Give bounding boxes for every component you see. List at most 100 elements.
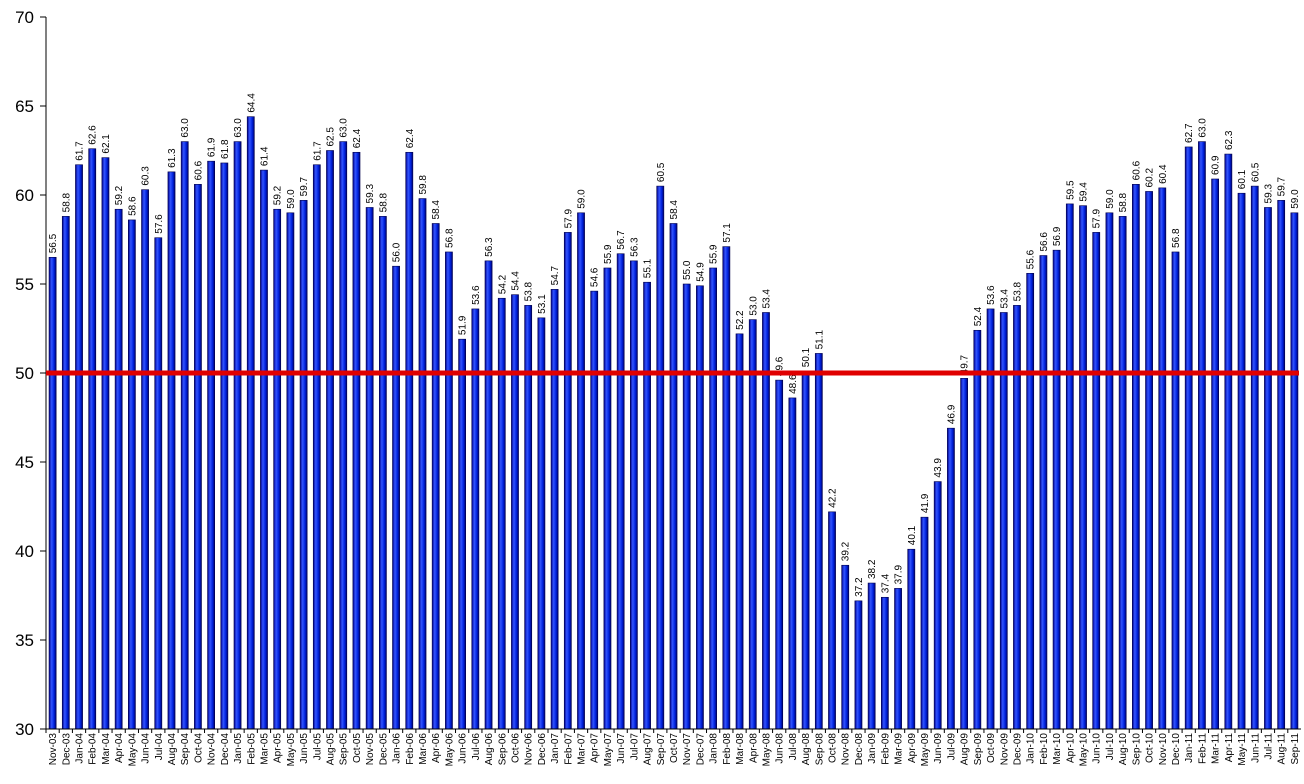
x-tick-label: Apr-04 [114, 733, 125, 763]
value-label: 60.9 [1211, 155, 1222, 175]
value-label: 51.9 [458, 315, 469, 335]
value-label: 59.0 [1290, 189, 1301, 209]
x-tick-label: Jun-11 [1250, 733, 1261, 763]
x-tick-label: Oct-10 [1145, 733, 1156, 763]
value-label: 61.7 [75, 141, 86, 161]
value-label: 56.3 [484, 237, 495, 257]
x-tick-label: Mar-10 [1052, 733, 1063, 765]
bar [801, 370, 810, 730]
y-tick-label: 55 [15, 275, 34, 294]
bar [867, 582, 876, 730]
x-tick-label: Jul-06 [471, 733, 482, 761]
value-label: 56.7 [616, 230, 627, 250]
x-tick-label: Oct-06 [510, 733, 521, 763]
x-tick-label: Oct-09 [986, 733, 997, 763]
value-label: 55.1 [643, 258, 654, 278]
bar [167, 171, 176, 730]
x-tick-label: May-06 [444, 733, 455, 767]
value-label: 58.6 [127, 196, 138, 216]
x-tick-label: Feb-05 [246, 733, 257, 765]
bar [48, 256, 57, 730]
x-tick-label: Aug-11 [1277, 733, 1288, 765]
x-tick-label: Dec-05 [378, 733, 389, 766]
x-tick-label: Jan-11 [1184, 733, 1195, 763]
bar [405, 151, 414, 730]
bar [881, 596, 889, 730]
bar [590, 290, 599, 730]
value-label: 43.9 [933, 458, 944, 478]
value-label: 59.5 [1065, 180, 1076, 200]
bar [1132, 184, 1140, 730]
value-label: 55.6 [1026, 249, 1037, 269]
bar [418, 198, 427, 730]
bar [947, 427, 955, 730]
value-label: 56.8 [1171, 228, 1182, 248]
bar [1264, 207, 1272, 730]
y-tick-label: 65 [15, 97, 34, 116]
bar [577, 212, 585, 730]
value-label: 60.2 [1145, 168, 1156, 188]
bar [207, 160, 215, 730]
value-label: 59.3 [365, 184, 376, 204]
x-tick-label: Aug-08 [801, 733, 812, 766]
value-label: 60.4 [1158, 164, 1169, 184]
value-label: 37.4 [880, 573, 891, 593]
x-tick-label: Nov-09 [999, 733, 1010, 766]
value-label: 61.8 [220, 139, 231, 159]
value-label: 60.6 [1131, 160, 1142, 180]
value-label: 63.0 [1197, 118, 1208, 138]
value-label: 62.7 [1184, 123, 1195, 143]
value-label: 63.0 [339, 118, 350, 138]
value-label: 54.7 [550, 265, 561, 285]
bar [643, 281, 651, 730]
x-tick-label: Jun-06 [458, 733, 469, 764]
value-label: 55.0 [682, 260, 693, 280]
y-tick-label: 50 [15, 364, 34, 383]
value-label: 59.3 [1263, 184, 1274, 204]
bar [563, 232, 572, 730]
bar [616, 253, 625, 730]
bar [1013, 305, 1021, 730]
bar [365, 207, 374, 730]
bar [260, 169, 268, 730]
bar [484, 260, 493, 730]
bar [1198, 141, 1206, 730]
x-tick-label: Apr-06 [431, 733, 442, 763]
bar [933, 481, 942, 730]
value-label: 62.1 [101, 134, 112, 154]
value-label: 53.6 [471, 285, 482, 305]
bar [537, 317, 546, 730]
value-label: 55.9 [709, 244, 720, 264]
bar [88, 148, 97, 730]
bar [524, 305, 533, 730]
x-tick-label: Oct-08 [828, 733, 839, 763]
x-tick-label: Jan-09 [867, 733, 878, 764]
bar [286, 212, 295, 730]
x-tick-label: May-08 [761, 733, 772, 767]
bar [431, 223, 440, 730]
bar [61, 216, 70, 730]
x-tick-label: Apr-05 [273, 733, 284, 763]
x-tick-label: Dec-04 [220, 733, 231, 766]
value-label: 62.4 [352, 128, 363, 148]
bar [696, 285, 704, 730]
x-tick-label: Sep-08 [814, 733, 825, 766]
bar [141, 189, 149, 730]
value-label: 63.0 [180, 118, 191, 138]
x-tick-label: May-07 [603, 733, 614, 767]
x-tick-label: Jan-10 [1026, 733, 1037, 764]
x-tick-label: Feb-04 [88, 733, 99, 765]
x-tick-label: Mar-04 [101, 733, 112, 765]
value-label: 54.2 [497, 274, 508, 294]
value-label: 57.9 [563, 208, 574, 228]
x-tick-label: May-11 [1237, 733, 1248, 766]
x-tick-label: Nov-05 [365, 733, 376, 766]
x-tick-label: Apr-11 [1224, 733, 1235, 763]
value-label: 57.9 [1092, 208, 1103, 228]
bar [246, 116, 255, 730]
bar [114, 208, 123, 730]
x-tick-label: Mar-09 [894, 733, 905, 765]
x-tick-label: Apr-08 [748, 733, 759, 763]
x-tick-label: Feb-06 [405, 733, 416, 765]
x-tick-label: Jan-06 [392, 733, 403, 764]
